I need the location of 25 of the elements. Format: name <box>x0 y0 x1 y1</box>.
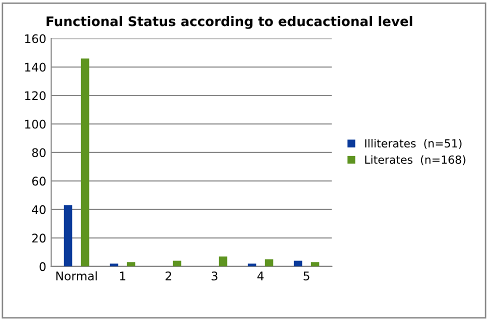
bar <box>126 262 136 266</box>
chart-title: Functional Status according to educactional level <box>46 16 412 29</box>
y-tick-label: 120 <box>25 91 46 100</box>
y-tick-label: 40 <box>32 205 46 214</box>
y-tick-label: 20 <box>32 234 46 243</box>
x-tick-label: 2 <box>166 272 172 280</box>
x-tick-label: 1 <box>120 272 126 280</box>
bar <box>310 262 320 266</box>
bar <box>294 260 302 266</box>
bar <box>80 58 90 266</box>
bar <box>172 260 182 266</box>
x-tick-label: 5 <box>304 272 310 280</box>
bar <box>64 205 72 266</box>
x-tick-label: 3 <box>212 272 218 280</box>
y-tick-label: 100 <box>25 120 46 129</box>
x-tick-label: Normal <box>56 271 97 280</box>
legend-label: Literates (n=168) <box>365 155 466 166</box>
y-tick-label: 160 <box>25 34 46 44</box>
y-tick-label: 60 <box>32 176 46 186</box>
legend-label: Illiterates (n=51) <box>365 138 462 149</box>
bar <box>218 256 228 266</box>
x-tick-label: 4 <box>257 272 264 280</box>
y-tick-label: 80 <box>32 148 46 158</box>
y-tick-label: 140 <box>25 62 46 72</box>
y-tick-label: 0 <box>40 262 46 272</box>
